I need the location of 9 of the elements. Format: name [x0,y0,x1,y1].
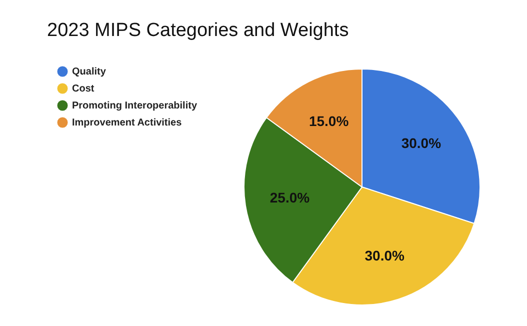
data-label: 30.0% [364,248,406,264]
data-label: 25.0% [270,189,310,206]
legend-label: Promoting Interoperability [72,100,198,112]
legend-label: Improvement Activities [72,118,182,128]
legend-label: Quality [72,66,106,78]
data-label: 30.0% [401,135,442,151]
legend-label: Cost [72,84,95,94]
data-label: 15.0% [308,112,350,129]
chart-title: 2023 MIPS Categories and Weights [47,20,349,41]
